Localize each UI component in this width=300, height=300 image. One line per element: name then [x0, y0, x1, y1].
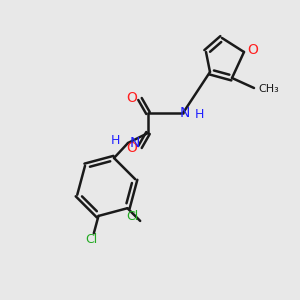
- Text: O: O: [127, 91, 137, 105]
- Text: H: H: [111, 134, 120, 148]
- Text: H: H: [195, 109, 204, 122]
- Text: O: O: [248, 43, 258, 57]
- Text: Cl: Cl: [126, 210, 138, 224]
- Text: N: N: [180, 106, 190, 120]
- Text: Cl: Cl: [86, 233, 98, 246]
- Text: O: O: [127, 141, 137, 155]
- Text: CH₃: CH₃: [258, 84, 279, 94]
- Text: N: N: [130, 136, 140, 150]
